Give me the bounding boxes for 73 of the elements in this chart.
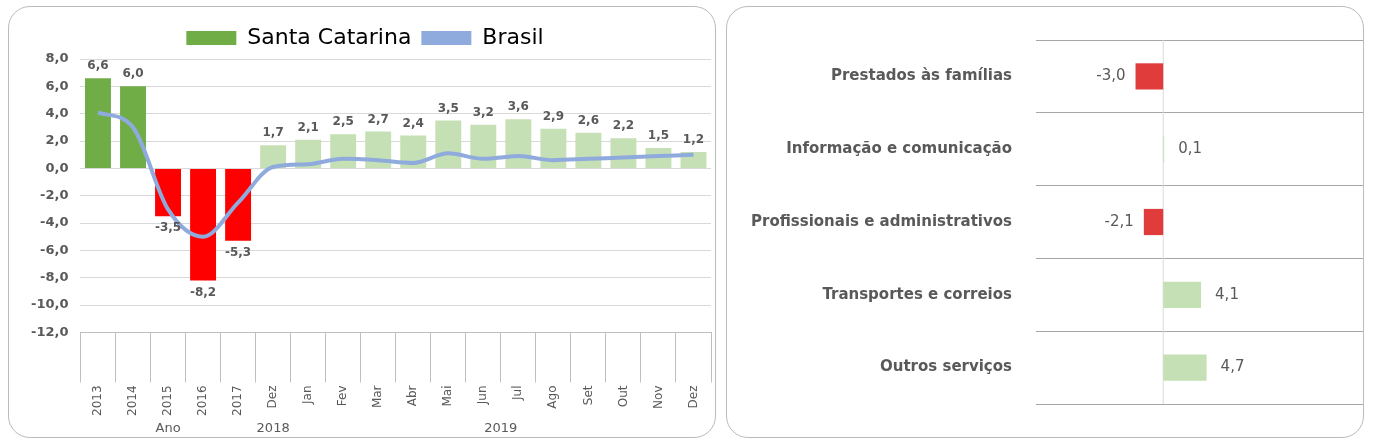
x-tick-label: 2015 xyxy=(160,385,175,417)
x-tick-label: Mar xyxy=(370,385,385,409)
data-label: -5,3 xyxy=(224,244,252,259)
y-tick-label: -2,0 xyxy=(40,187,69,203)
data-label: 6,6 xyxy=(87,58,109,73)
data-label: 6,0 xyxy=(122,66,144,81)
data-label: 2,7 xyxy=(367,111,389,126)
y-tick-label: Profissionais e administrativos xyxy=(751,211,1013,230)
data-label: 3,2 xyxy=(472,104,494,119)
data-label: -3,5 xyxy=(154,220,182,235)
bar xyxy=(1143,208,1164,236)
bar xyxy=(1163,281,1202,308)
x-tick-label: Dez xyxy=(685,385,700,409)
x-tick-label: Jan xyxy=(300,385,315,405)
text: 2019 xyxy=(484,419,518,435)
y-tick-label: 8,0 xyxy=(45,50,69,66)
data-label: 4,1 xyxy=(1215,284,1239,303)
x-tick-label: Ago xyxy=(545,385,560,409)
bar xyxy=(1135,63,1164,90)
data-label: -2,1 xyxy=(1104,211,1134,230)
y-tick-label: Transportes e correios xyxy=(822,284,1013,303)
bar xyxy=(540,128,567,168)
data-label: 1,7 xyxy=(262,125,284,140)
data-label: 2,5 xyxy=(332,114,354,129)
x-tick-label: 2017 xyxy=(230,385,245,417)
x-tick-label: Out xyxy=(615,385,630,408)
data-label: 3,6 xyxy=(507,99,529,114)
x-tick-label: Fev xyxy=(335,385,350,407)
data-label: 2,9 xyxy=(542,108,564,123)
x-tick-label: Jun xyxy=(475,385,490,406)
y-tick-label: -4,0 xyxy=(40,214,69,230)
x-tick-label: Abr xyxy=(405,385,420,407)
data-label: 2,4 xyxy=(402,115,424,130)
x-tick-label: Set xyxy=(580,385,595,406)
x-tick-label: Dez xyxy=(265,385,280,409)
data-label: 4,7 xyxy=(1220,357,1245,376)
y-tick-label: Informação e comunicação xyxy=(786,139,1012,158)
x-tick-label: Nov xyxy=(650,385,665,409)
data-label: 1,2 xyxy=(682,132,705,147)
data-label: 2,1 xyxy=(297,119,319,134)
data-label: 2,2 xyxy=(612,118,635,133)
text: Ano xyxy=(155,419,181,435)
bar xyxy=(225,168,252,241)
bar xyxy=(435,120,462,168)
y-tick-label: Prestados às famílias xyxy=(830,66,1013,85)
legend-label: Brasil xyxy=(482,23,544,49)
data-label: -3,0 xyxy=(1096,66,1126,85)
legend-label: Santa Catarina xyxy=(247,23,412,49)
data-label: 1,5 xyxy=(647,128,670,142)
y-tick-label: -8,0 xyxy=(40,269,69,285)
text: 2018 xyxy=(256,419,290,435)
bar xyxy=(505,119,532,168)
y-tick-label: Outros serviços xyxy=(880,357,1013,376)
x-tick-label: Mai xyxy=(440,385,455,407)
y-tick-label: -10,0 xyxy=(30,296,69,312)
y-tick-label: -6,0 xyxy=(40,241,69,257)
bar xyxy=(1163,354,1207,381)
x-tick-label: 2013 xyxy=(90,385,105,417)
bar xyxy=(120,86,146,168)
bar xyxy=(190,168,217,281)
x-tick-label: Jul xyxy=(510,385,525,401)
y-tick-label: 0,0 xyxy=(45,159,69,175)
data-label: 2,6 xyxy=(577,112,600,127)
x-tick-label: 2016 xyxy=(195,385,210,417)
bar xyxy=(85,78,111,168)
data-label: 0,1 xyxy=(1178,139,1202,158)
x-tick-label: 2014 xyxy=(125,385,140,417)
y-tick-label: -12,0 xyxy=(30,323,69,339)
y-tick-label: 2,0 xyxy=(45,132,69,148)
y-tick-label: 6,0 xyxy=(45,77,69,93)
data-label: -8,2 xyxy=(189,284,217,299)
y-tick-label: 4,0 xyxy=(45,105,69,121)
data-label: 3,5 xyxy=(437,100,459,115)
